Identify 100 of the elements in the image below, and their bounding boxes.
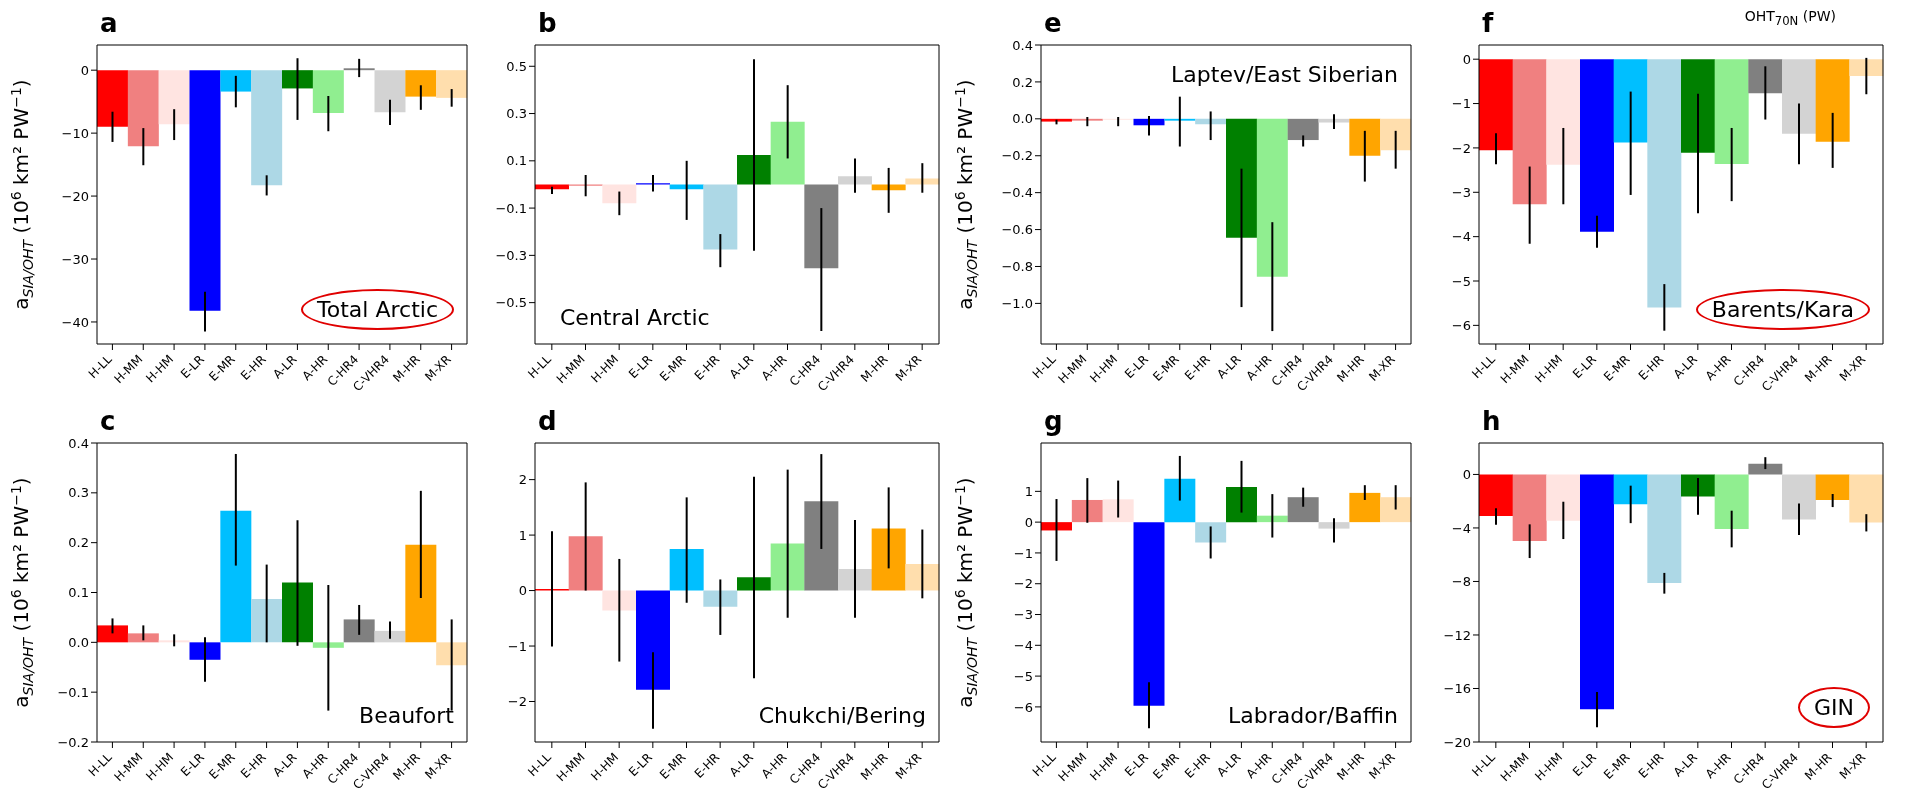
chart-title: g [1044,406,1063,436]
y-tick-label: −8 [1451,574,1471,590]
bar [737,577,771,591]
bar [703,184,738,250]
chart-title: b [538,8,557,38]
bar [770,121,805,185]
y-tick-label: 0.2 [68,535,89,551]
bar [1102,499,1134,523]
bar [282,582,313,643]
y-tick-label: 0.2 [1012,74,1033,90]
y-tick-label: 1 [1024,483,1033,499]
y-tick-label: −0.3 [495,247,527,263]
chart-title: h [1482,406,1501,436]
y-tick-label: 0.5 [506,58,527,74]
bar [905,563,940,591]
y-tick-label: 0.4 [68,435,89,451]
y-tick-label: −0.1 [57,684,89,700]
bar [189,642,221,660]
y-tick-label: 0.0 [1012,111,1033,127]
y-tick-label: 0 [80,62,89,78]
y-tick-label: 0.4 [1012,37,1033,53]
chart-title: a [100,8,118,38]
bar [804,184,839,269]
bar [1349,492,1381,523]
y-tick-label: −4 [1451,520,1471,536]
bar [220,510,252,643]
y-tick-label: 0.0 [68,634,89,650]
y-tick-label: −5 [1013,668,1033,684]
y-tick-label: −12 [1443,627,1471,643]
y-tick-label: −30 [61,251,89,267]
y-tick-label: −2 [1013,576,1033,592]
y-tick-label: 0 [1024,514,1033,530]
annotation: Barents/Kara [1711,297,1854,322]
y-tick-label: 0.1 [506,153,527,169]
y-tick-label: −6 [1451,317,1471,333]
bar [1164,478,1196,523]
bar [871,184,906,191]
chart-subtitle: OHT$_{70N}$ (PW) [1744,8,1836,28]
bar [669,548,704,591]
bar [97,625,128,643]
bar [374,630,406,643]
bar [602,590,637,611]
bar [636,590,670,690]
y-tick-label: −0.1 [495,200,527,216]
y-tick-label: −40 [61,314,89,330]
annotation: Labrador/Baffin [1228,703,1398,728]
bar [703,590,738,607]
bar [1133,522,1165,706]
y-tick-label: 0.3 [68,485,89,501]
bar [1226,487,1257,523]
y-tick-label: −0.4 [1001,185,1033,201]
annotation: Chukchi/Bering [758,703,926,728]
bar [602,184,637,204]
bar [838,568,872,591]
y-tick-label: −0.5 [495,295,527,311]
y-tick-label: 0 [1462,467,1471,483]
y-tick-label: −10 [61,125,89,141]
y-tick-label: −1 [1451,96,1471,112]
y-tick-label: −5 [1451,273,1471,289]
bar [838,176,872,185]
annotation: Laptev/East Siberian [1171,62,1398,87]
y-tick-label: −1.0 [1001,296,1033,312]
bar [312,642,344,648]
y-tick-label: −1 [1013,545,1033,561]
chart-title: f [1482,8,1494,38]
y-tick-label: 2 [518,472,527,488]
bar [535,184,569,190]
bar [1318,522,1350,529]
chart-title: e [1044,8,1062,38]
y-tick-label: 1 [518,527,527,543]
y-tick-label: −4 [1451,229,1471,245]
y-tick-label: −6 [1013,699,1033,715]
annotation: Total Arctic [317,297,438,322]
bar [737,154,771,185]
bar [871,528,906,591]
chart-title: d [538,406,557,436]
bar [127,633,159,643]
bar [405,544,437,643]
bar [1380,497,1412,523]
y-tick-label: −0.2 [1001,148,1033,164]
y-tick-label: −3 [1013,607,1033,623]
y-tick-label: −2 [1451,140,1471,156]
bar [804,501,839,591]
y-tick-label: −20 [1443,734,1471,750]
bar [1287,497,1319,523]
y-tick-label: −4 [1013,637,1033,653]
y-tick-label: −1 [507,638,527,654]
bar [770,543,805,591]
y-tick-label: −0.8 [1001,259,1033,275]
annotation: GIN [1814,695,1854,720]
y-tick-label: −20 [61,188,89,204]
bar [1071,499,1103,523]
y-tick-label: 0 [518,583,527,599]
y-tick-label: −3 [1451,184,1471,200]
y-tick-label: −0.6 [1001,222,1033,238]
annotation: Beaufort [359,703,454,728]
bar [251,598,283,643]
annotation: Central Arctic [560,305,710,330]
bar [436,642,468,666]
y-tick-label: 0.1 [68,585,89,601]
